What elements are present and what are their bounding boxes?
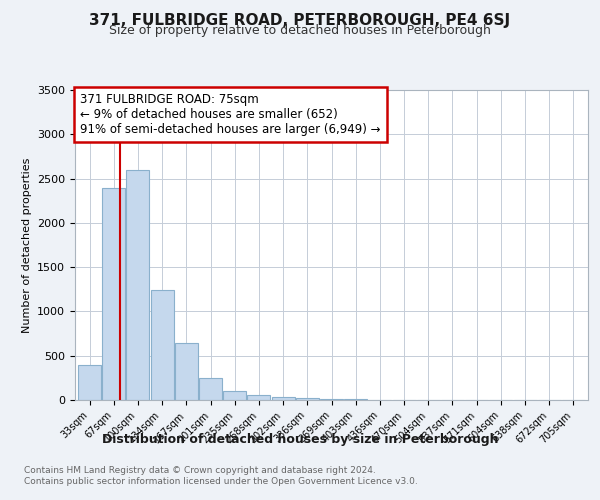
Bar: [127, 170, 149, 400]
Bar: [78, 366, 101, 400]
Bar: [247, 395, 271, 400]
Bar: [296, 398, 319, 400]
Bar: [223, 390, 246, 400]
Y-axis label: Number of detached properties: Number of detached properties: [22, 158, 32, 332]
Text: Contains HM Land Registry data © Crown copyright and database right 2024.: Contains HM Land Registry data © Crown c…: [24, 466, 376, 475]
Bar: [151, 290, 173, 400]
Bar: [175, 344, 198, 400]
Bar: [199, 378, 222, 400]
Text: Distribution of detached houses by size in Peterborough: Distribution of detached houses by size …: [102, 432, 498, 446]
Text: Contains public sector information licensed under the Open Government Licence v3: Contains public sector information licen…: [24, 477, 418, 486]
Bar: [320, 399, 343, 400]
Text: 371 FULBRIDGE ROAD: 75sqm
← 9% of detached houses are smaller (652)
91% of semi-: 371 FULBRIDGE ROAD: 75sqm ← 9% of detach…: [80, 93, 380, 136]
Text: Size of property relative to detached houses in Peterborough: Size of property relative to detached ho…: [109, 24, 491, 37]
Text: 371, FULBRIDGE ROAD, PETERBOROUGH, PE4 6SJ: 371, FULBRIDGE ROAD, PETERBOROUGH, PE4 6…: [89, 12, 511, 28]
Bar: [102, 188, 125, 400]
Bar: [272, 398, 295, 400]
